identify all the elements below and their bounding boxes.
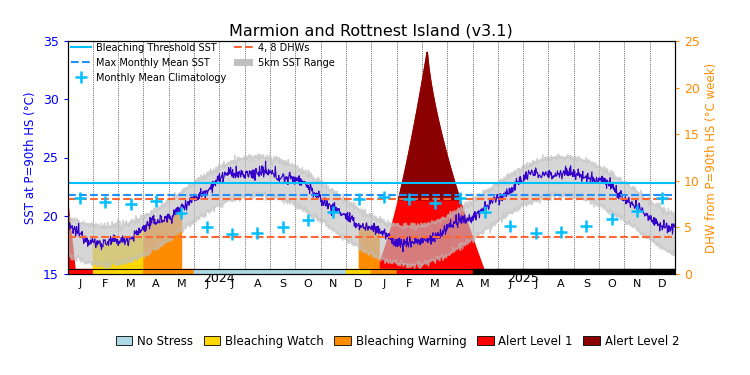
Bar (472, 268, 675, 274)
Legend: No Stress, Bleaching Watch, Bleaching Warning, Alert Level 1, Alert Level 2: No Stress, Bleaching Watch, Bleaching Wa… (111, 330, 684, 352)
Bar (93, 268, 143, 274)
Text: NOAA: NOAA (29, 337, 53, 346)
Bar (68, 268, 675, 274)
Bar (68, 268, 93, 274)
Legend: Bleaching Threshold SST, Max Monthly Mean SST, Monthly Mean Climatology, 4, 8 DH: Bleaching Threshold SST, Max Monthly Mea… (70, 41, 337, 84)
Bar (194, 268, 346, 274)
Text: 2024: 2024 (203, 273, 236, 285)
Bar (397, 268, 472, 274)
Bar (143, 268, 194, 274)
Y-axis label: DHW from P=90th HS (°C week): DHW from P=90th HS (°C week) (706, 62, 718, 253)
Title: Marmion and Rottnest Island (v3.1): Marmion and Rottnest Island (v3.1) (230, 24, 513, 39)
Y-axis label: SST at P=90th HS (°C): SST at P=90th HS (°C) (24, 91, 37, 224)
Bar (371, 268, 397, 274)
Text: 2025: 2025 (507, 273, 539, 285)
Bar (346, 268, 371, 274)
